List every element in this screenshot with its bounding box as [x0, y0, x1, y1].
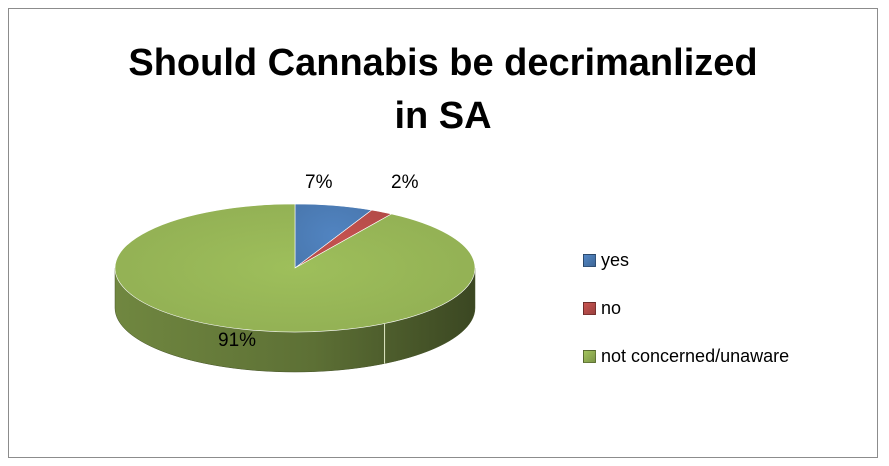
legend-swatch-yes	[583, 253, 596, 267]
legend-item-no: no	[583, 296, 789, 320]
data-label-no: 2%	[391, 172, 419, 193]
data-label-yes: 7%	[305, 172, 333, 193]
legend-label-yes: yes	[601, 249, 630, 270]
legend-item-yes: yes	[583, 248, 789, 272]
legend-swatch-no	[583, 301, 596, 315]
chart-title: Should Cannabis be decrimanlized in SA	[9, 37, 877, 143]
data-label-not-concerned: 91%	[218, 330, 257, 351]
pie-slice-not-concerned-unaware	[114, 203, 476, 333]
legend-label-no: no	[601, 297, 622, 318]
legend-item-not-concerned: not concerned/unaware	[583, 344, 789, 368]
chart-title-line-1: Should Cannabis be decrimanlized	[128, 42, 758, 84]
legend: yes no not concerned/unaware	[583, 248, 789, 392]
legend-label-not-concerned: not concerned/unaware	[601, 345, 790, 366]
chart-title-line-2: in SA	[394, 95, 492, 137]
legend-swatch-not-concerned	[583, 349, 596, 363]
